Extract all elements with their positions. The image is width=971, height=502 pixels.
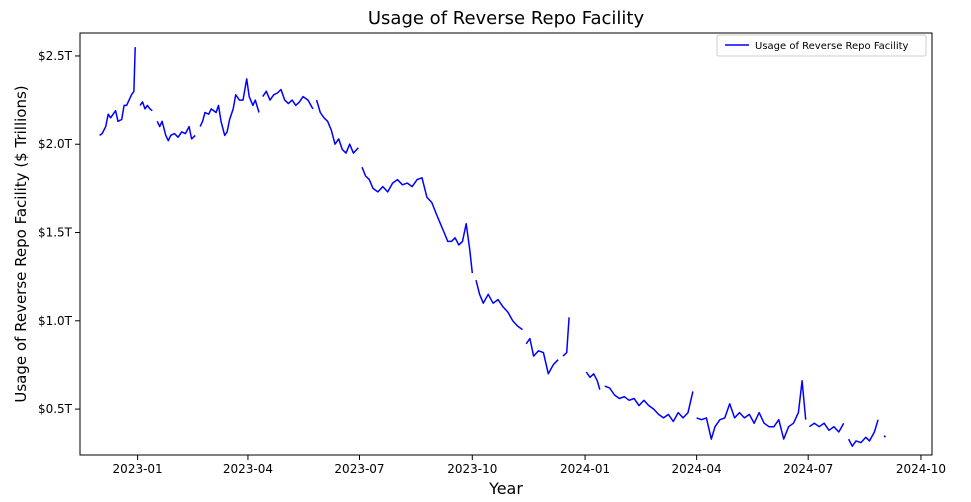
plot-frame bbox=[79, 32, 933, 456]
y-tick-label: $2.0T bbox=[38, 137, 73, 151]
x-tick-label: 2024-07 bbox=[783, 462, 833, 476]
y-tick-label: $2.5T bbox=[38, 49, 73, 63]
y-axis: $0.5T $1.0T $1.5T $2.0T $2.5T bbox=[38, 49, 80, 416]
x-tick-label: 2023-04 bbox=[223, 462, 273, 476]
y-axis-label: Usage of Reverse Repo Facility ($ Trilli… bbox=[12, 85, 30, 402]
x-tick-label: 2024-04 bbox=[672, 462, 722, 476]
y-tick-label: $1.0T bbox=[38, 314, 73, 328]
x-tick-label: 2023-01 bbox=[113, 462, 163, 476]
x-axis-label: Year bbox=[488, 479, 523, 498]
x-tick-label: 2023-10 bbox=[447, 462, 497, 476]
chart-title: Usage of Reverse Repo Facility bbox=[368, 8, 645, 29]
x-axis: 2023-01 2023-04 2023-07 2023-10 2024-01 2024-… bbox=[113, 455, 946, 476]
series-line bbox=[99, 47, 887, 447]
legend-box bbox=[716, 34, 927, 57]
x-tick-label: 2024-01 bbox=[560, 462, 610, 476]
y-tick-label: $0.5T bbox=[38, 402, 73, 416]
legend: Usage of Reverse Repo Facility bbox=[716, 34, 927, 57]
legend-entry: Usage of Reverse Repo Facility bbox=[755, 41, 909, 52]
x-tick-label: 2023-07 bbox=[334, 462, 384, 476]
y-tick-label: $1.5T bbox=[38, 226, 73, 240]
plot-area bbox=[99, 47, 887, 447]
x-tick-label: 2024-10 bbox=[896, 462, 946, 476]
